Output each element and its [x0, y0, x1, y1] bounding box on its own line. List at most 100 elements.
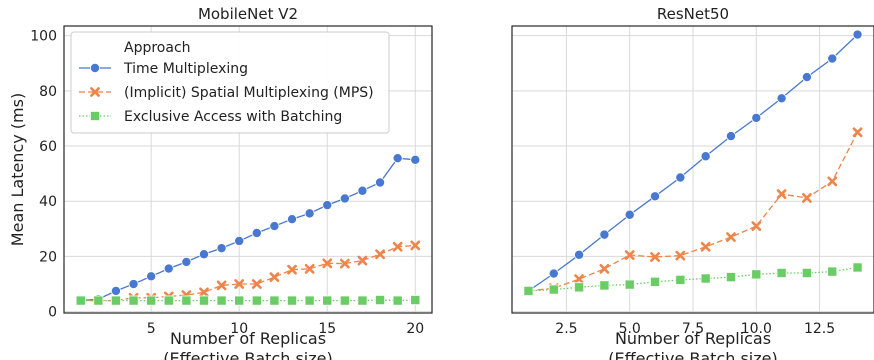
data-point — [548, 284, 559, 295]
x-tick-label: 10.0 — [741, 321, 772, 337]
series-line — [528, 34, 858, 292]
series-line — [80, 244, 416, 302]
data-point — [375, 249, 385, 260]
x-tick-label: 7.5 — [682, 321, 704, 337]
data-point — [700, 273, 711, 284]
data-point — [751, 112, 762, 123]
data-point — [410, 295, 421, 306]
data-point — [675, 172, 686, 183]
y-tick-label: 20 — [39, 249, 57, 265]
data-point — [110, 295, 121, 306]
data-point — [322, 200, 333, 211]
data-point — [776, 189, 787, 199]
data-point — [751, 269, 762, 280]
x-tick-label: 5.0 — [619, 321, 641, 337]
data-point — [251, 295, 262, 306]
data-point — [392, 241, 403, 252]
data-point — [304, 295, 315, 306]
x-axis-sublabel: (Effective Batch size) — [163, 349, 332, 360]
panel-title: ResNet50 — [657, 5, 729, 23]
data-point — [392, 295, 403, 306]
data-point — [725, 131, 736, 142]
legend-marker — [90, 111, 101, 122]
x-tick-label: 5 — [147, 321, 156, 337]
data-point — [287, 214, 298, 225]
data-point — [75, 295, 86, 306]
series-3 — [75, 295, 421, 306]
data-point — [146, 295, 157, 306]
y-tick-label: 100 — [30, 29, 57, 45]
data-point — [650, 191, 661, 202]
data-point — [751, 221, 762, 231]
series-1 — [75, 153, 421, 306]
data-point — [198, 295, 209, 306]
data-point — [776, 93, 787, 104]
x-tick-label: 12.5 — [804, 321, 835, 337]
data-point — [624, 250, 635, 260]
data-point — [852, 29, 863, 40]
data-point — [375, 177, 386, 188]
data-point — [287, 264, 297, 275]
panel-title: MobileNet V2 — [198, 5, 298, 23]
data-point — [269, 295, 280, 306]
data-point — [234, 295, 245, 306]
data-point — [357, 255, 368, 266]
data-point — [852, 262, 863, 273]
data-point — [523, 285, 534, 296]
plot-frame — [511, 25, 874, 314]
data-point — [128, 295, 139, 306]
data-point — [852, 127, 863, 138]
x-axis-label: Number of Replicas — [615, 329, 771, 348]
data-point — [801, 267, 812, 278]
data-point — [181, 256, 192, 267]
legend-entry: Exclusive Access with Batching — [124, 109, 342, 125]
data-point — [725, 272, 736, 283]
x-axis-label: Number of Replicas — [170, 329, 326, 348]
legend-box — [70, 31, 390, 134]
data-point — [802, 193, 812, 203]
data-point — [339, 295, 350, 306]
legend-entry: (Implicit) Spatial Multiplexing (MPS) — [124, 85, 374, 101]
data-point — [624, 279, 635, 290]
data-point — [801, 72, 812, 83]
series-2 — [75, 240, 421, 306]
data-point — [827, 176, 838, 187]
data-point — [599, 280, 610, 291]
data-point — [624, 209, 635, 220]
data-point — [163, 263, 174, 274]
data-point — [410, 240, 421, 251]
data-point — [339, 193, 350, 204]
legend-marker — [90, 87, 100, 97]
data-point — [251, 227, 262, 238]
x-tick-label: 15 — [318, 321, 336, 337]
legend: Approach Time Multiplexing (Implicit) Spat… — [70, 31, 390, 134]
data-point — [251, 279, 262, 289]
x-tick-label: 10 — [230, 321, 248, 337]
data-point — [163, 295, 174, 306]
data-point — [304, 208, 315, 219]
plot-frame — [63, 25, 433, 314]
data-point — [322, 295, 333, 306]
data-point — [675, 274, 686, 285]
data-point — [700, 151, 711, 162]
x-tick-label: 2.5 — [555, 321, 577, 337]
y-tick-label: 0 — [48, 305, 57, 321]
data-point — [110, 285, 121, 296]
y-tick-label: 60 — [39, 139, 57, 155]
data-point — [776, 267, 787, 278]
x-axis-sublabel: (Effective Batch size) — [608, 349, 777, 360]
data-point — [199, 287, 209, 298]
data-point — [410, 154, 421, 165]
data-point — [216, 280, 227, 291]
legend-entry: Time Multiplexing — [123, 61, 248, 77]
panel-1: 5 10 15 20 0 20 40 60 80 100 MobileNet V2 Number of… — [8, 5, 433, 360]
data-point — [827, 266, 838, 277]
data-point — [181, 295, 192, 306]
data-point — [357, 185, 368, 196]
data-point — [234, 235, 245, 246]
data-point — [146, 271, 157, 282]
legend-marker — [90, 63, 101, 74]
series-line — [80, 157, 416, 302]
series-3 — [523, 262, 863, 296]
